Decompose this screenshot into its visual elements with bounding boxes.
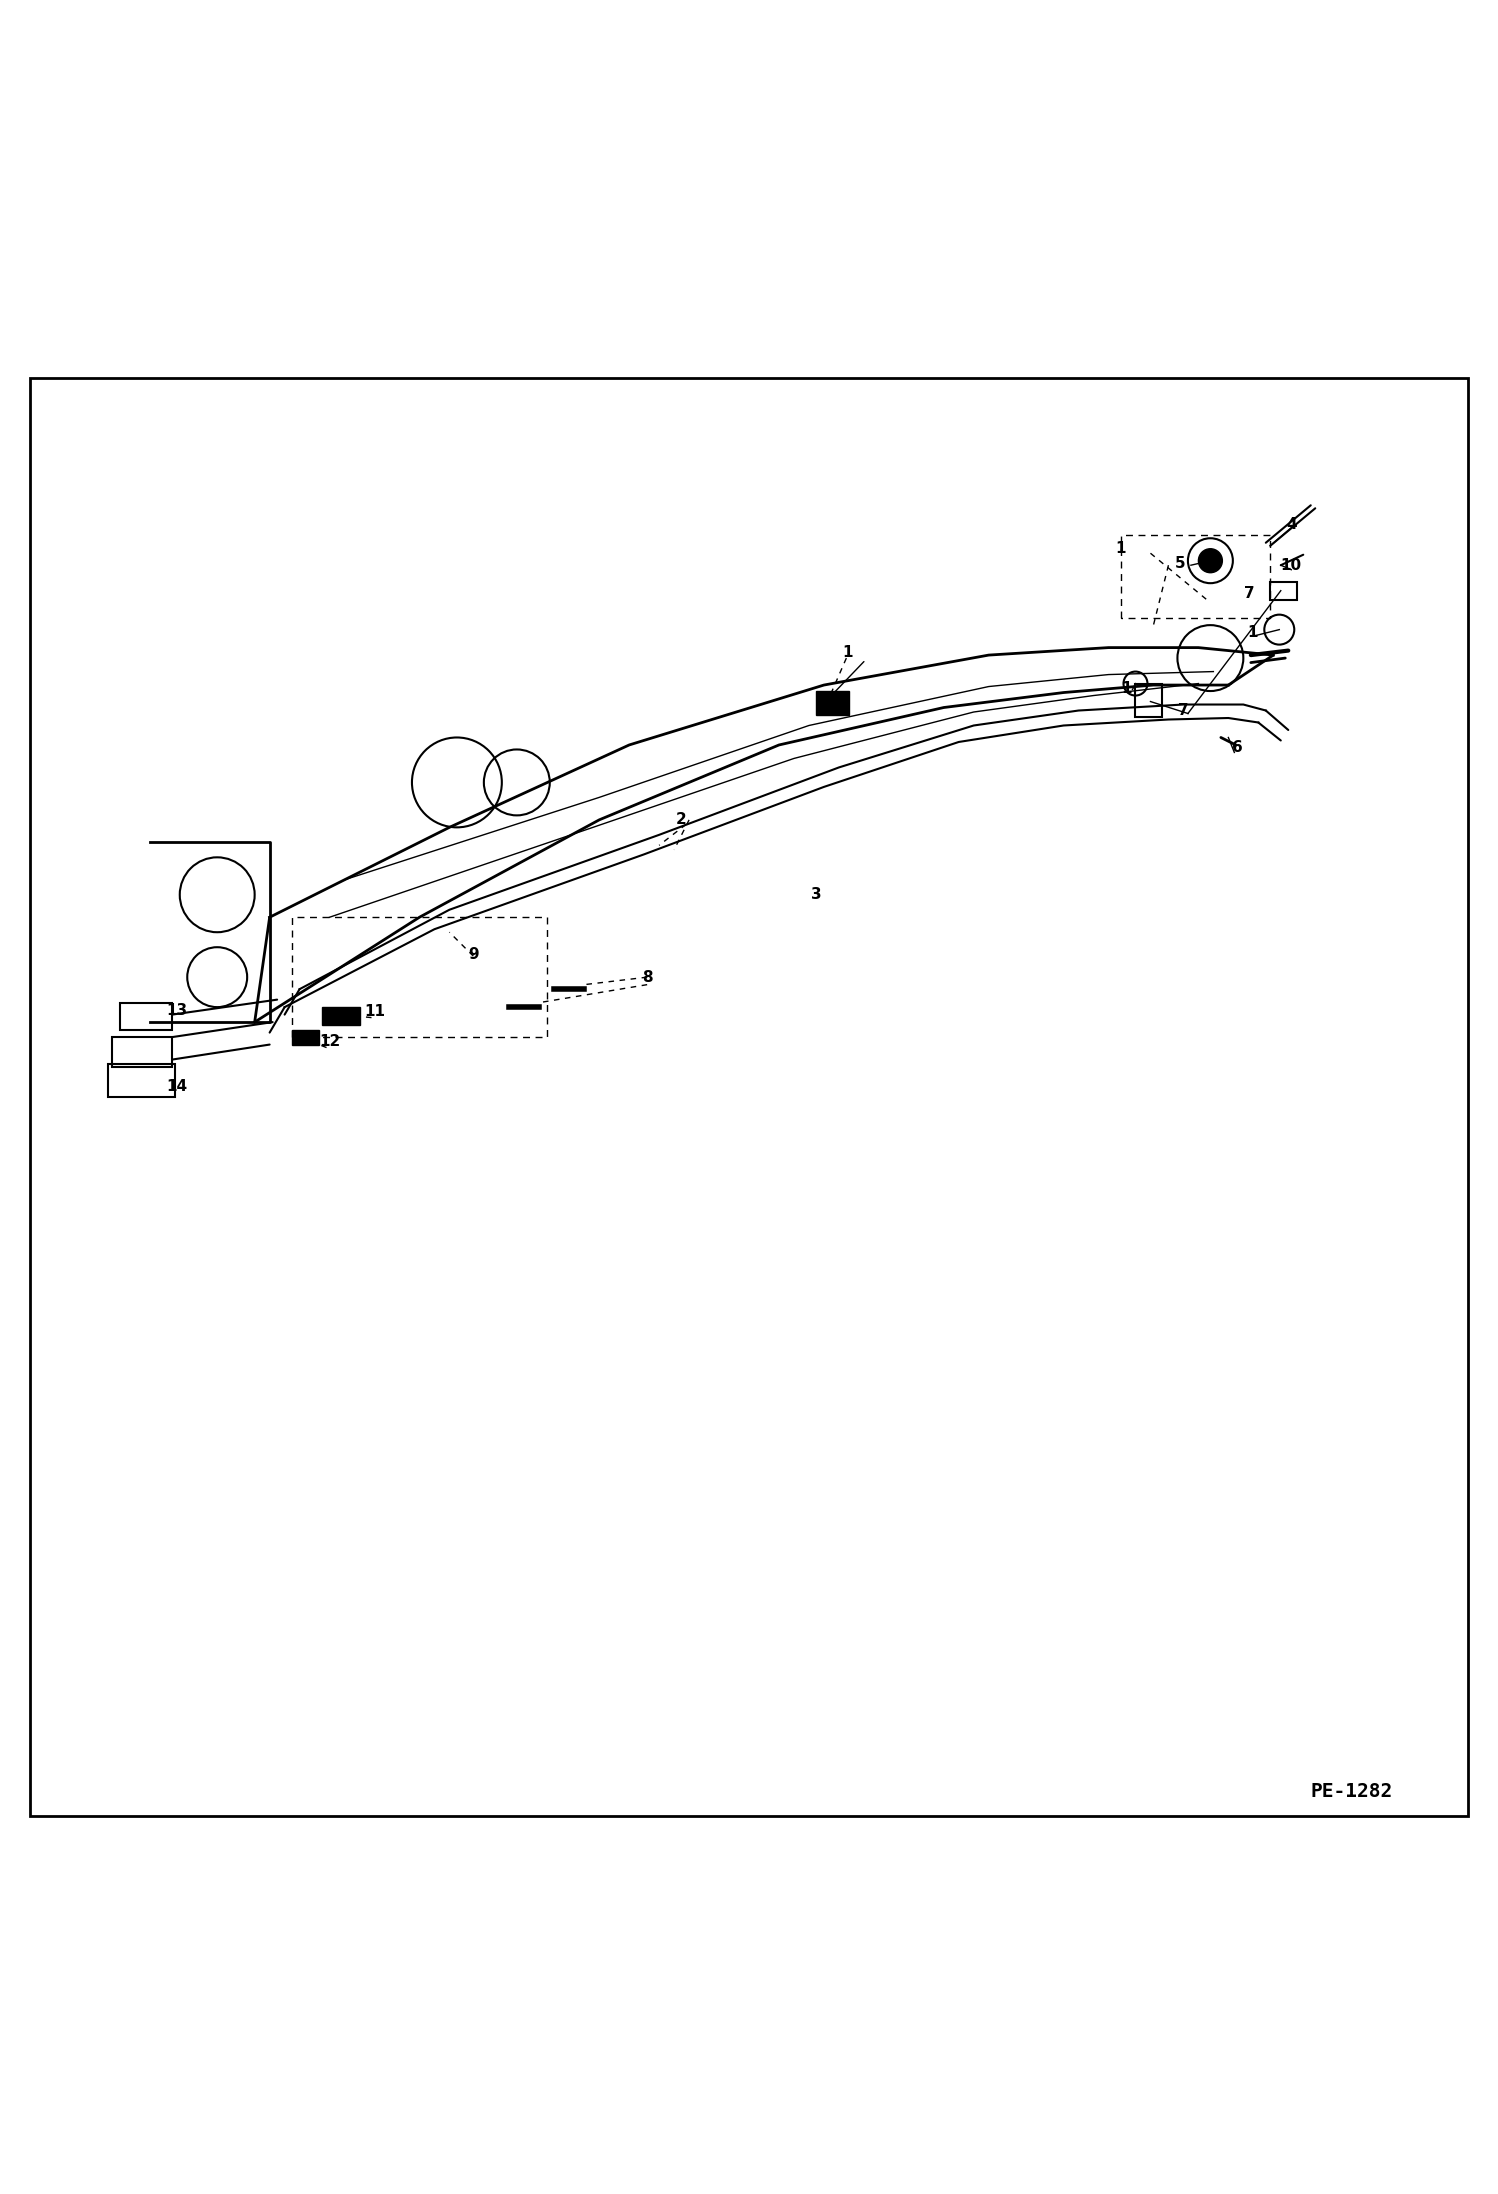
Text: 6: 6	[1231, 739, 1243, 755]
Text: 7: 7	[1177, 702, 1189, 717]
Text: 4: 4	[1285, 518, 1297, 533]
Text: 10: 10	[1281, 557, 1302, 573]
Text: 12: 12	[319, 1033, 340, 1049]
Circle shape	[1198, 548, 1222, 573]
Text: 1: 1	[842, 645, 854, 660]
FancyBboxPatch shape	[816, 691, 849, 715]
FancyBboxPatch shape	[322, 1007, 360, 1025]
FancyBboxPatch shape	[292, 1029, 319, 1044]
Text: PE-1282: PE-1282	[1311, 1782, 1393, 1801]
Text: 14: 14	[166, 1079, 187, 1095]
Text: 9: 9	[467, 948, 479, 963]
Text: 1: 1	[1121, 680, 1132, 695]
Text: 1: 1	[1246, 625, 1258, 641]
Text: 8: 8	[641, 970, 653, 985]
Text: 13: 13	[166, 1003, 187, 1018]
Text: 2: 2	[676, 812, 688, 827]
Text: 5: 5	[1174, 557, 1186, 570]
Text: 11: 11	[364, 1005, 385, 1020]
Text: 3: 3	[810, 886, 822, 902]
Text: 1: 1	[1115, 542, 1126, 557]
Text: 7: 7	[1243, 586, 1255, 601]
